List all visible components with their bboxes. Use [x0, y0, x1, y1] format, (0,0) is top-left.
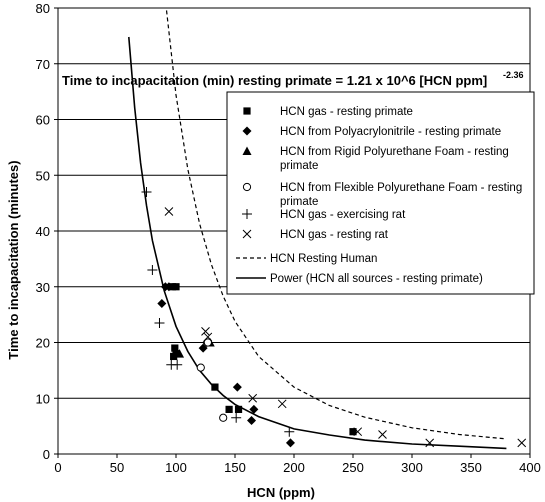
data-point-triangle — [175, 349, 185, 358]
x-tick-label: 250 — [342, 460, 364, 475]
data-point-square — [172, 283, 180, 291]
x-tick-label: 0 — [54, 460, 61, 475]
data-point-circle — [203, 338, 212, 347]
data-point-square — [225, 405, 233, 413]
data-point-plus — [231, 412, 242, 423]
x-tick-label: 400 — [519, 460, 541, 475]
data-point-diamond — [232, 382, 242, 392]
data-point-square — [234, 405, 243, 413]
y-tick-label: 70 — [36, 57, 50, 72]
y-tick-label: 50 — [36, 168, 50, 183]
legend-label: HCN gas - resting rat — [280, 229, 389, 241]
formula-text: Time to incapacitation (min) resting pri… — [62, 73, 487, 88]
x-tick-label: 350 — [460, 460, 482, 475]
legend-label: primate — [280, 160, 318, 172]
data-point-circle — [219, 413, 228, 422]
data-point-square — [349, 428, 357, 436]
y-axis-label: Time to incapacitation (minutes) — [6, 160, 21, 359]
data-point-diamond — [247, 416, 257, 426]
legend-marker-plus — [242, 209, 252, 219]
legend-label: HCN from Rigid Polyurethane Foam - resti… — [280, 146, 509, 158]
data-point-x — [248, 393, 258, 403]
legend-marker-square — [243, 107, 251, 115]
legend-label: HCN Resting Human — [270, 253, 377, 265]
data-point-x — [203, 332, 213, 342]
y-tick-label: 30 — [36, 280, 50, 295]
formula-annotation: Time to incapacitation (min) resting pri… — [62, 70, 524, 88]
y-tick-label: 0 — [43, 447, 50, 462]
legend-marker-x — [242, 229, 252, 239]
data-point-x — [201, 326, 210, 336]
y-tick-label: 40 — [36, 224, 50, 239]
data-point-plus — [147, 265, 158, 276]
y-tick-label: 60 — [36, 113, 50, 128]
legend-label: HCN gas - resting primate — [280, 106, 413, 118]
data-point-plus — [141, 186, 152, 197]
data-point-square — [170, 352, 178, 361]
y-axis-ticks: 0 10 20 30 40 50 60 70 80 — [36, 1, 58, 462]
data-point-diamond — [249, 404, 259, 414]
x-tick-label: 150 — [224, 460, 246, 475]
data-point-plus — [154, 317, 165, 328]
x-axis-ticks: 0 50 100 150 200 250 300 350 400 — [54, 454, 541, 475]
data-point-diamond — [285, 438, 295, 448]
legend-label: HCN from Polyacrylonitrile - resting pri… — [280, 126, 501, 138]
y-tick-label: 10 — [36, 391, 50, 406]
human-resting-curve — [165, 8, 507, 440]
data-point-diamond — [198, 343, 208, 353]
data-point-x — [425, 438, 435, 448]
legend-marker-triangle — [242, 146, 252, 155]
legend-label: primate — [280, 196, 318, 208]
data-point-x — [277, 399, 287, 409]
legend-label: Power (HCN all sources - resting primate… — [270, 273, 483, 285]
legend-marker-circle — [242, 182, 252, 192]
x-axis-label: HCN (ppm) — [247, 485, 315, 500]
legend: HCN gas - resting primate HCN from Polyac… — [226, 91, 535, 295]
formula-exponent: -2.36 — [503, 70, 524, 80]
legend-label: HCN from Flexible Polyurethane Foam - re… — [280, 182, 522, 194]
y-tick-label: 80 — [36, 1, 50, 16]
data-points — [141, 186, 527, 448]
y-tick-label: 20 — [36, 336, 50, 351]
data-point-plus — [172, 359, 183, 370]
x-tick-label: 300 — [401, 460, 423, 475]
legend-marker-diamond — [242, 126, 252, 136]
data-point-x — [517, 438, 527, 448]
legend-box — [226, 91, 535, 295]
data-point-plus — [284, 426, 295, 437]
x-tick-label: 50 — [110, 460, 124, 475]
data-point-x — [378, 430, 387, 439]
data-point-square — [171, 344, 179, 352]
data-point-diamond — [157, 298, 167, 308]
data-point-diamond — [164, 282, 174, 292]
x-tick-label: 100 — [165, 460, 187, 475]
data-point-circle — [196, 363, 205, 372]
data-point-x — [353, 427, 363, 437]
data-point-square — [211, 383, 219, 391]
data-point-x — [164, 207, 174, 216]
legend-label: HCN gas - exercising rat — [280, 209, 406, 221]
x-tick-label: 200 — [283, 460, 305, 475]
